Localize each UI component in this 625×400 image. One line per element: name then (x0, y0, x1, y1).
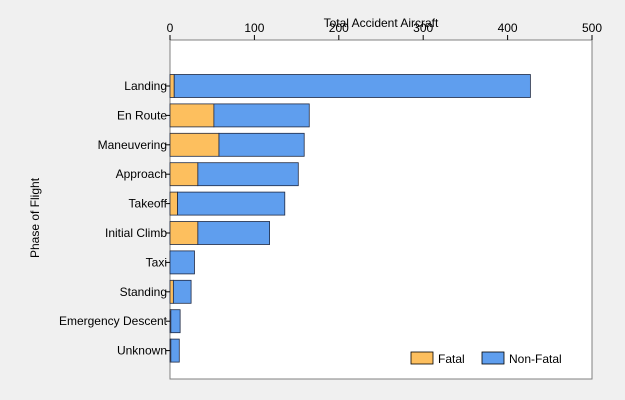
legend: Fatal Non-Fatal (410, 351, 562, 366)
legend-label-fatal: Fatal (438, 352, 465, 366)
bar-non-fatal (172, 279, 192, 304)
category-label: En Route (117, 108, 167, 122)
category-label: Standing (120, 285, 167, 299)
x-tick-label: 0 (167, 21, 174, 35)
category-label: Unknown (117, 344, 167, 358)
bar-fatal (169, 74, 175, 98)
bar-non-fatal (169, 250, 195, 275)
x-tick-label: 500 (582, 21, 602, 35)
bar-fatal (169, 132, 220, 157)
legend-swatch-non-fatal (481, 351, 505, 365)
bar-non-fatal (170, 309, 181, 334)
bar-fatal (169, 221, 199, 245)
x-axis: 0 100 200 300 400 500 (167, 21, 602, 40)
x-tick-label: 200 (329, 21, 349, 35)
category-labels: Landing En Route Maneuvering Approach Takeof… (59, 79, 170, 358)
category-label: Maneuvering (98, 138, 167, 152)
legend-label-non-fatal: Non-Fatal (509, 352, 562, 366)
bar-non-fatal (218, 132, 305, 157)
y-axis-title: Phase of Flight (28, 177, 42, 258)
bar-non-fatal (197, 221, 270, 245)
bar-non-fatal (170, 338, 180, 363)
category-label: Taxi (146, 255, 167, 269)
bar-non-fatal (177, 191, 286, 216)
bar-fatal (169, 191, 178, 216)
bar-non-fatal (173, 74, 531, 98)
bar-fatal (169, 103, 215, 128)
x-tick-label: 300 (413, 21, 433, 35)
category-label: Approach (116, 167, 167, 181)
bars (169, 74, 531, 363)
x-tick-label: 400 (498, 21, 518, 35)
bar-fatal (169, 162, 199, 187)
bar-non-fatal (213, 103, 310, 128)
category-label: Takeoff (129, 197, 168, 211)
category-label: Emergency Descent (59, 314, 168, 328)
x-tick-label: 100 (244, 21, 264, 35)
legend-swatch-fatal (410, 351, 434, 365)
x-axis-title: Total Accident Aircraft (324, 16, 439, 30)
category-label: Landing (124, 79, 167, 93)
bar-fatal (169, 279, 174, 304)
category-label: Initial Climb (105, 226, 167, 240)
bar-non-fatal (197, 162, 299, 187)
